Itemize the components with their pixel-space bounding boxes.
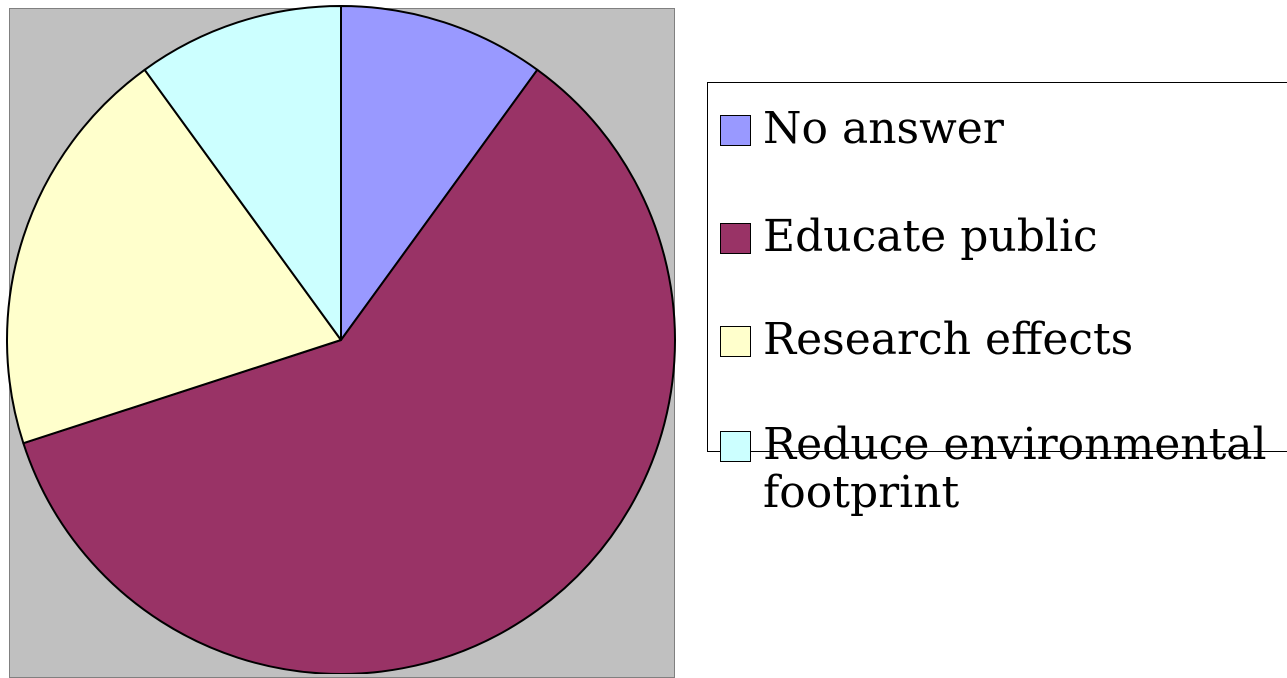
legend-label: Reduce environmental footprint: [763, 419, 1267, 518]
legend-item-educate-public: Educate public: [720, 213, 1283, 261]
pie-slice-no-answer: [340, 5, 539, 341]
legend-swatch: [720, 326, 751, 357]
pie-slice-reduce-environmental-footprint: [143, 5, 342, 341]
legend-swatch: [720, 223, 751, 254]
legend-swatch: [720, 431, 751, 462]
legend-item-reduce-environmental-footprint: Reduce environmental footprint: [720, 421, 1283, 517]
pie-slice-research-effects: [6, 68, 342, 445]
legend-label: Educate public: [763, 211, 1098, 262]
pie-slices: [6, 5, 676, 674]
legend-label: No answer: [763, 103, 1004, 154]
legend-swatch: [720, 115, 751, 146]
legend-label: Research effects: [763, 314, 1134, 365]
legend: No answer Educate public Research effect…: [707, 82, 1287, 517]
legend-item-research-effects: Research effects: [720, 316, 1283, 364]
legend-item-no-answer: No answer: [720, 105, 1283, 153]
pie-slice-educate-public: [22, 68, 676, 674]
